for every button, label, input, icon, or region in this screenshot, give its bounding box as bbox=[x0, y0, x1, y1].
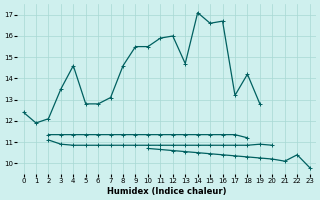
X-axis label: Humidex (Indice chaleur): Humidex (Indice chaleur) bbox=[107, 187, 226, 196]
